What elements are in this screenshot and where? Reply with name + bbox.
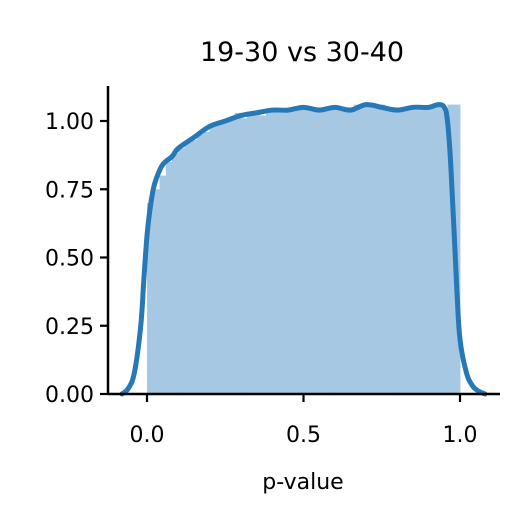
histogram-bar [397,110,405,394]
histogram-bar [153,189,160,394]
histogram-bar [147,202,154,394]
histogram-bar [159,175,167,394]
histogram-bar [234,112,242,394]
histogram-bar [309,110,317,394]
y-tick-label: 0.25 [45,315,94,340]
histogram-bar [303,107,311,394]
histogram-bar [353,104,361,395]
kde-line [119,102,488,397]
x-tick-label: 1.0 [443,423,478,448]
tick-labels: 0.00 0.25 0.50 0.75 1.00 0.0 0.5 1.0 [45,110,477,448]
y-tick-label: 0.75 [45,178,94,203]
chart-title: 19-30 vs 30-40 [200,37,404,68]
histogram-bar [272,110,279,394]
histogram-bar [441,107,448,394]
histogram-bar [428,107,436,394]
x-axis-label: p-value [262,470,343,495]
histogram-bar [203,131,210,395]
histogram-bar [290,107,298,394]
histogram-bar [190,140,198,394]
histogram-bar [422,107,430,394]
y-tick-label: 0.50 [45,247,94,272]
histogram-bar [172,153,179,394]
histogram-bar [366,104,373,395]
histogram-bar [434,104,442,395]
histogram-bar [409,110,417,394]
histogram-bar [391,107,398,394]
histogram-bar [416,110,423,394]
histogram-bar [322,110,329,394]
histogram-bar [297,110,304,394]
histogram-bar [247,115,254,394]
histogram-bar [316,107,323,394]
histogram-bar [209,126,217,395]
histogram-bar [184,142,192,394]
histogram-bar [447,104,455,395]
histogram-bar [165,161,173,394]
histogram-bar [328,107,336,394]
histogram-bar [197,134,204,394]
histogram-bar [347,107,354,394]
histogram-bar [215,123,223,394]
histogram-bar [341,107,348,394]
y-tick-label: 0.00 [45,383,94,408]
y-tick-label: 1.00 [45,110,94,135]
x-tick-label: 0.5 [286,423,321,448]
histogram-bar [240,118,248,395]
histogram [147,104,461,395]
histogram-bar [222,121,229,394]
histogram-bar [378,104,386,395]
histogram-bar [259,115,267,394]
x-tick-label: 0.0 [130,423,165,448]
histogram-bar [334,110,342,394]
histogram-bar [384,107,392,394]
histogram-bar [372,107,380,394]
histogram-bar [278,112,286,394]
histogram-bar [253,112,261,394]
histogram-bar [403,107,411,394]
histogram-bar [359,107,367,394]
histogram-bar [228,118,236,395]
histogram-bar [284,110,292,394]
histogram-bar [265,112,273,394]
kde-curve-layer [119,102,488,397]
histogram-bar [178,148,185,394]
